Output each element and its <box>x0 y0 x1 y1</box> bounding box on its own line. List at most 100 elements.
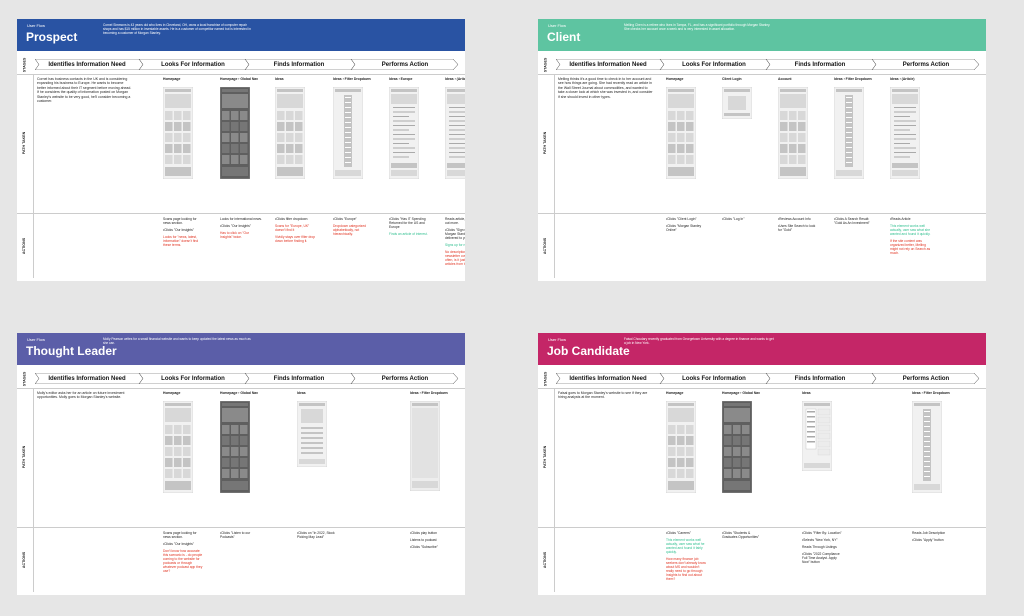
page-thumbnail <box>722 87 762 119</box>
stage-label: Finds Information <box>794 61 846 68</box>
positive-note: Signs up for newsletter. <box>445 243 465 247</box>
step-actions: •Reads Article This element works well ac… <box>890 217 932 258</box>
page-label: Homepage › Global Nav <box>220 391 259 395</box>
action-note: Scans page looking for news section. <box>163 217 197 225</box>
page-thumbnail <box>163 87 203 179</box>
scenario-intro: Faisal goes to Morgan Stanley's website … <box>558 391 648 400</box>
page-thumbnail <box>666 401 706 493</box>
action-note: Reads Job Description <box>912 531 946 535</box>
scenario-intro: Melling thinks it's a good time to check… <box>558 77 653 99</box>
stage-label: Looks For Information <box>682 61 746 68</box>
path-step: Ideas <box>275 77 315 179</box>
page-label: Homepage <box>666 391 684 395</box>
page-label: Ideas › (Article) <box>445 77 465 81</box>
pain-point-note: Has to click on "Our Insights" twice. <box>220 231 250 239</box>
action-note: •Uses Site Search to look for "Gold" <box>778 224 816 232</box>
page-thumbnail <box>220 87 260 179</box>
action-note: •Clicks "Morgan Stanley Online" <box>666 224 702 232</box>
action-note: •Clicks play button <box>410 531 437 535</box>
step-actions: •Clicks "Careers" This element works well… <box>666 531 708 584</box>
positive-note: Finds an article of interest. <box>389 232 428 236</box>
persona-title: Thought Leader <box>26 344 117 358</box>
action-note: Scans page looking for news section. <box>163 531 197 539</box>
divider <box>33 75 34 278</box>
panel-header: User Flow Thought Leader Molly Pearson w… <box>17 333 465 365</box>
stage-label: Looks For Information <box>161 61 225 68</box>
pain-point-note: Don't know how accurate this scenario is… <box>163 549 203 573</box>
stages-row: STAGES Identifies Information Need Looks … <box>17 370 465 387</box>
user-flow-label: User Flow <box>548 23 567 28</box>
action-note: •Clicks "Listen to our Podcasts" <box>220 531 251 539</box>
user-flow-panel-job-candidate: User Flow Job Candidate Faisal Choudary … <box>538 333 986 595</box>
page-thumbnail <box>163 401 203 493</box>
page-wireframe <box>722 87 752 119</box>
stage-label: Finds Information <box>273 61 325 68</box>
path-step: Homepage <box>666 77 706 179</box>
action-note: •Clicks "Europe" <box>333 217 357 221</box>
path-taken-side-label: PATH TAKEN <box>543 445 548 468</box>
page-thumbnail <box>778 87 818 179</box>
stages-side-label: STAGES <box>543 371 548 386</box>
page-wireframe <box>297 401 327 467</box>
stage-label: Identifies Information Need <box>569 375 647 382</box>
step-actions: Looks for international news. •Clicks "Ou… <box>220 217 262 242</box>
page-thumbnail <box>445 87 465 179</box>
user-flow-panel-prospect: User Flow Prospect Cornel Simmons is 43 … <box>17 19 465 281</box>
page-label: Ideas <box>802 391 811 395</box>
page-label: Ideas › Filter Dropdown <box>410 391 448 395</box>
page-label: Ideas <box>275 77 284 81</box>
step-actions: •Clicks "Log In" <box>722 217 764 224</box>
page-wireframe <box>220 87 250 179</box>
page-wireframe <box>163 87 193 179</box>
action-note: •Clicks "Students & Graduates Opportunit… <box>722 531 760 539</box>
action-note: •Clicks "Filter By: Location" <box>802 531 842 535</box>
stage-arrows <box>556 59 980 70</box>
pain-point-note: Dropdown categorized alphabetically, not… <box>333 224 366 236</box>
page-thumbnail <box>834 87 874 179</box>
step-actions: •Clicks "Europe" Dropdown categorized alp… <box>333 217 375 239</box>
user-flow-panel-client: User Flow Client Melling Chen is a retir… <box>538 19 986 281</box>
page-thumbnail <box>890 87 930 179</box>
pain-point-note: Looks for "news, latest, information" do… <box>163 235 199 247</box>
stages-row: STAGES Identifies Information Need Looks … <box>17 56 465 73</box>
path-step: Homepage › Global Nav <box>722 391 762 493</box>
page-wireframe <box>778 87 808 179</box>
stage-label: Finds Information <box>794 375 846 382</box>
page-thumbnail <box>722 401 762 493</box>
stage-label: Identifies Information Need <box>48 61 126 68</box>
stage-label: Performs Action <box>381 61 429 68</box>
action-note: •Clicks "Our Insights" <box>163 228 194 232</box>
page-wireframe <box>410 401 440 491</box>
page-label: Account <box>778 77 792 81</box>
stages-row: STAGES Identifies Information Need Looks … <box>538 56 986 73</box>
action-note: •Selects "New York, NY" <box>802 538 838 542</box>
page-wireframe <box>912 401 942 493</box>
panel-header: User Flow Prospect Cornel Simmons is 43 … <box>17 19 465 51</box>
action-note: •Clicks "Apply" button <box>912 538 944 542</box>
action-note: •Clicks "Log In" <box>722 217 745 221</box>
path-step: Homepage › Global Nav <box>220 77 260 179</box>
divider <box>33 389 34 592</box>
persona-description: Cornel Simmons is 43 years old who lives… <box>103 23 251 36</box>
persona-title: Job Candidate <box>547 344 630 358</box>
action-note: •Clicks "Careers" <box>666 531 691 535</box>
positive-note: This element works well actually, user s… <box>666 538 705 554</box>
stage-arrows <box>35 373 459 384</box>
page-label: Homepage › Global Nav <box>220 77 259 81</box>
action-note: Reads article, wants to find out more. <box>445 217 465 225</box>
action-note: Looks for international news. <box>220 217 262 221</box>
page-label: Ideas <box>297 391 306 395</box>
divider <box>538 74 986 75</box>
persona-title: Client <box>547 30 581 44</box>
stage-label: Performs Action <box>902 375 950 382</box>
action-note: •Reviews Account Info <box>778 217 811 221</box>
user-flow-panel-thought-leader: User Flow Thought Leader Molly Pearson w… <box>17 333 465 595</box>
path-step: Ideas <box>297 391 337 467</box>
step-actions: Reads article, wants to find out more. •C… <box>445 217 465 269</box>
page-thumbnail <box>389 87 429 179</box>
page-thumbnail <box>297 401 337 467</box>
step-actions: Reads Job Description •Clicks "Apply" but… <box>912 531 954 545</box>
page-label: Ideas › Europe <box>389 77 413 81</box>
stage-label: Identifies Information Need <box>569 61 647 68</box>
page-label: Ideas › Filter Dropdown <box>333 77 371 81</box>
